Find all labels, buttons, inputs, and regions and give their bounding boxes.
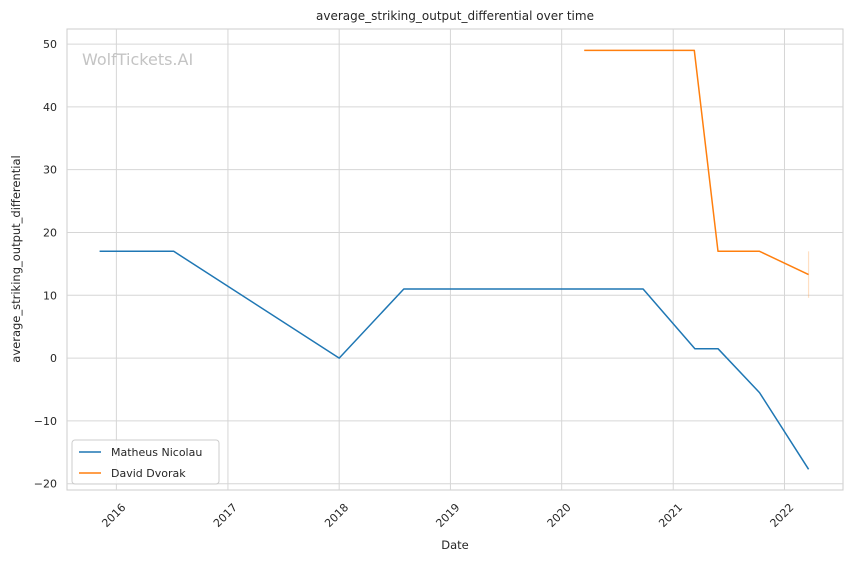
- chart-title: average_striking_output_differential ove…: [316, 9, 594, 23]
- x-tick-label: 2019: [433, 501, 462, 530]
- legend-box: [71, 439, 220, 485]
- y-axis-label: average_striking_output_differential: [9, 155, 23, 362]
- plot-area: [66, 28, 844, 491]
- y-tick-label: 0: [50, 352, 57, 365]
- watermark: WolfTickets.AI: [82, 50, 193, 69]
- y-tick-label: 40: [43, 101, 57, 114]
- legend-label: Matheus Nicolau: [111, 446, 202, 459]
- grid: [67, 29, 843, 490]
- series-line-0: [99, 250, 810, 470]
- y-tick-label: 30: [43, 164, 57, 177]
- x-tick-label: 2018: [322, 501, 351, 530]
- x-tick-label: 2017: [211, 501, 240, 530]
- series-line-1: [584, 49, 809, 276]
- y-tick-label: 50: [43, 38, 57, 51]
- y-tick-label: −10: [34, 415, 57, 428]
- x-axis-label: Date: [441, 538, 469, 552]
- x-tick-label: 2021: [656, 501, 685, 530]
- x-tick-label: 2022: [768, 501, 797, 530]
- x-tick-label: 2016: [99, 501, 128, 530]
- legend-label: David Dvorak: [111, 467, 186, 480]
- y-tick-label: 20: [43, 226, 57, 239]
- y-tick-label: −20: [34, 478, 57, 491]
- y-tick-label: 10: [43, 289, 57, 302]
- x-tick-label: 2020: [545, 501, 574, 530]
- ticks: 50 40 30 20 10 0 −10 −20 2016 2017 2018 2019 2020 202…: [34, 38, 797, 530]
- series-layer: [99, 49, 810, 470]
- legend: Matheus Nicolau David Dvorak: [71, 439, 220, 485]
